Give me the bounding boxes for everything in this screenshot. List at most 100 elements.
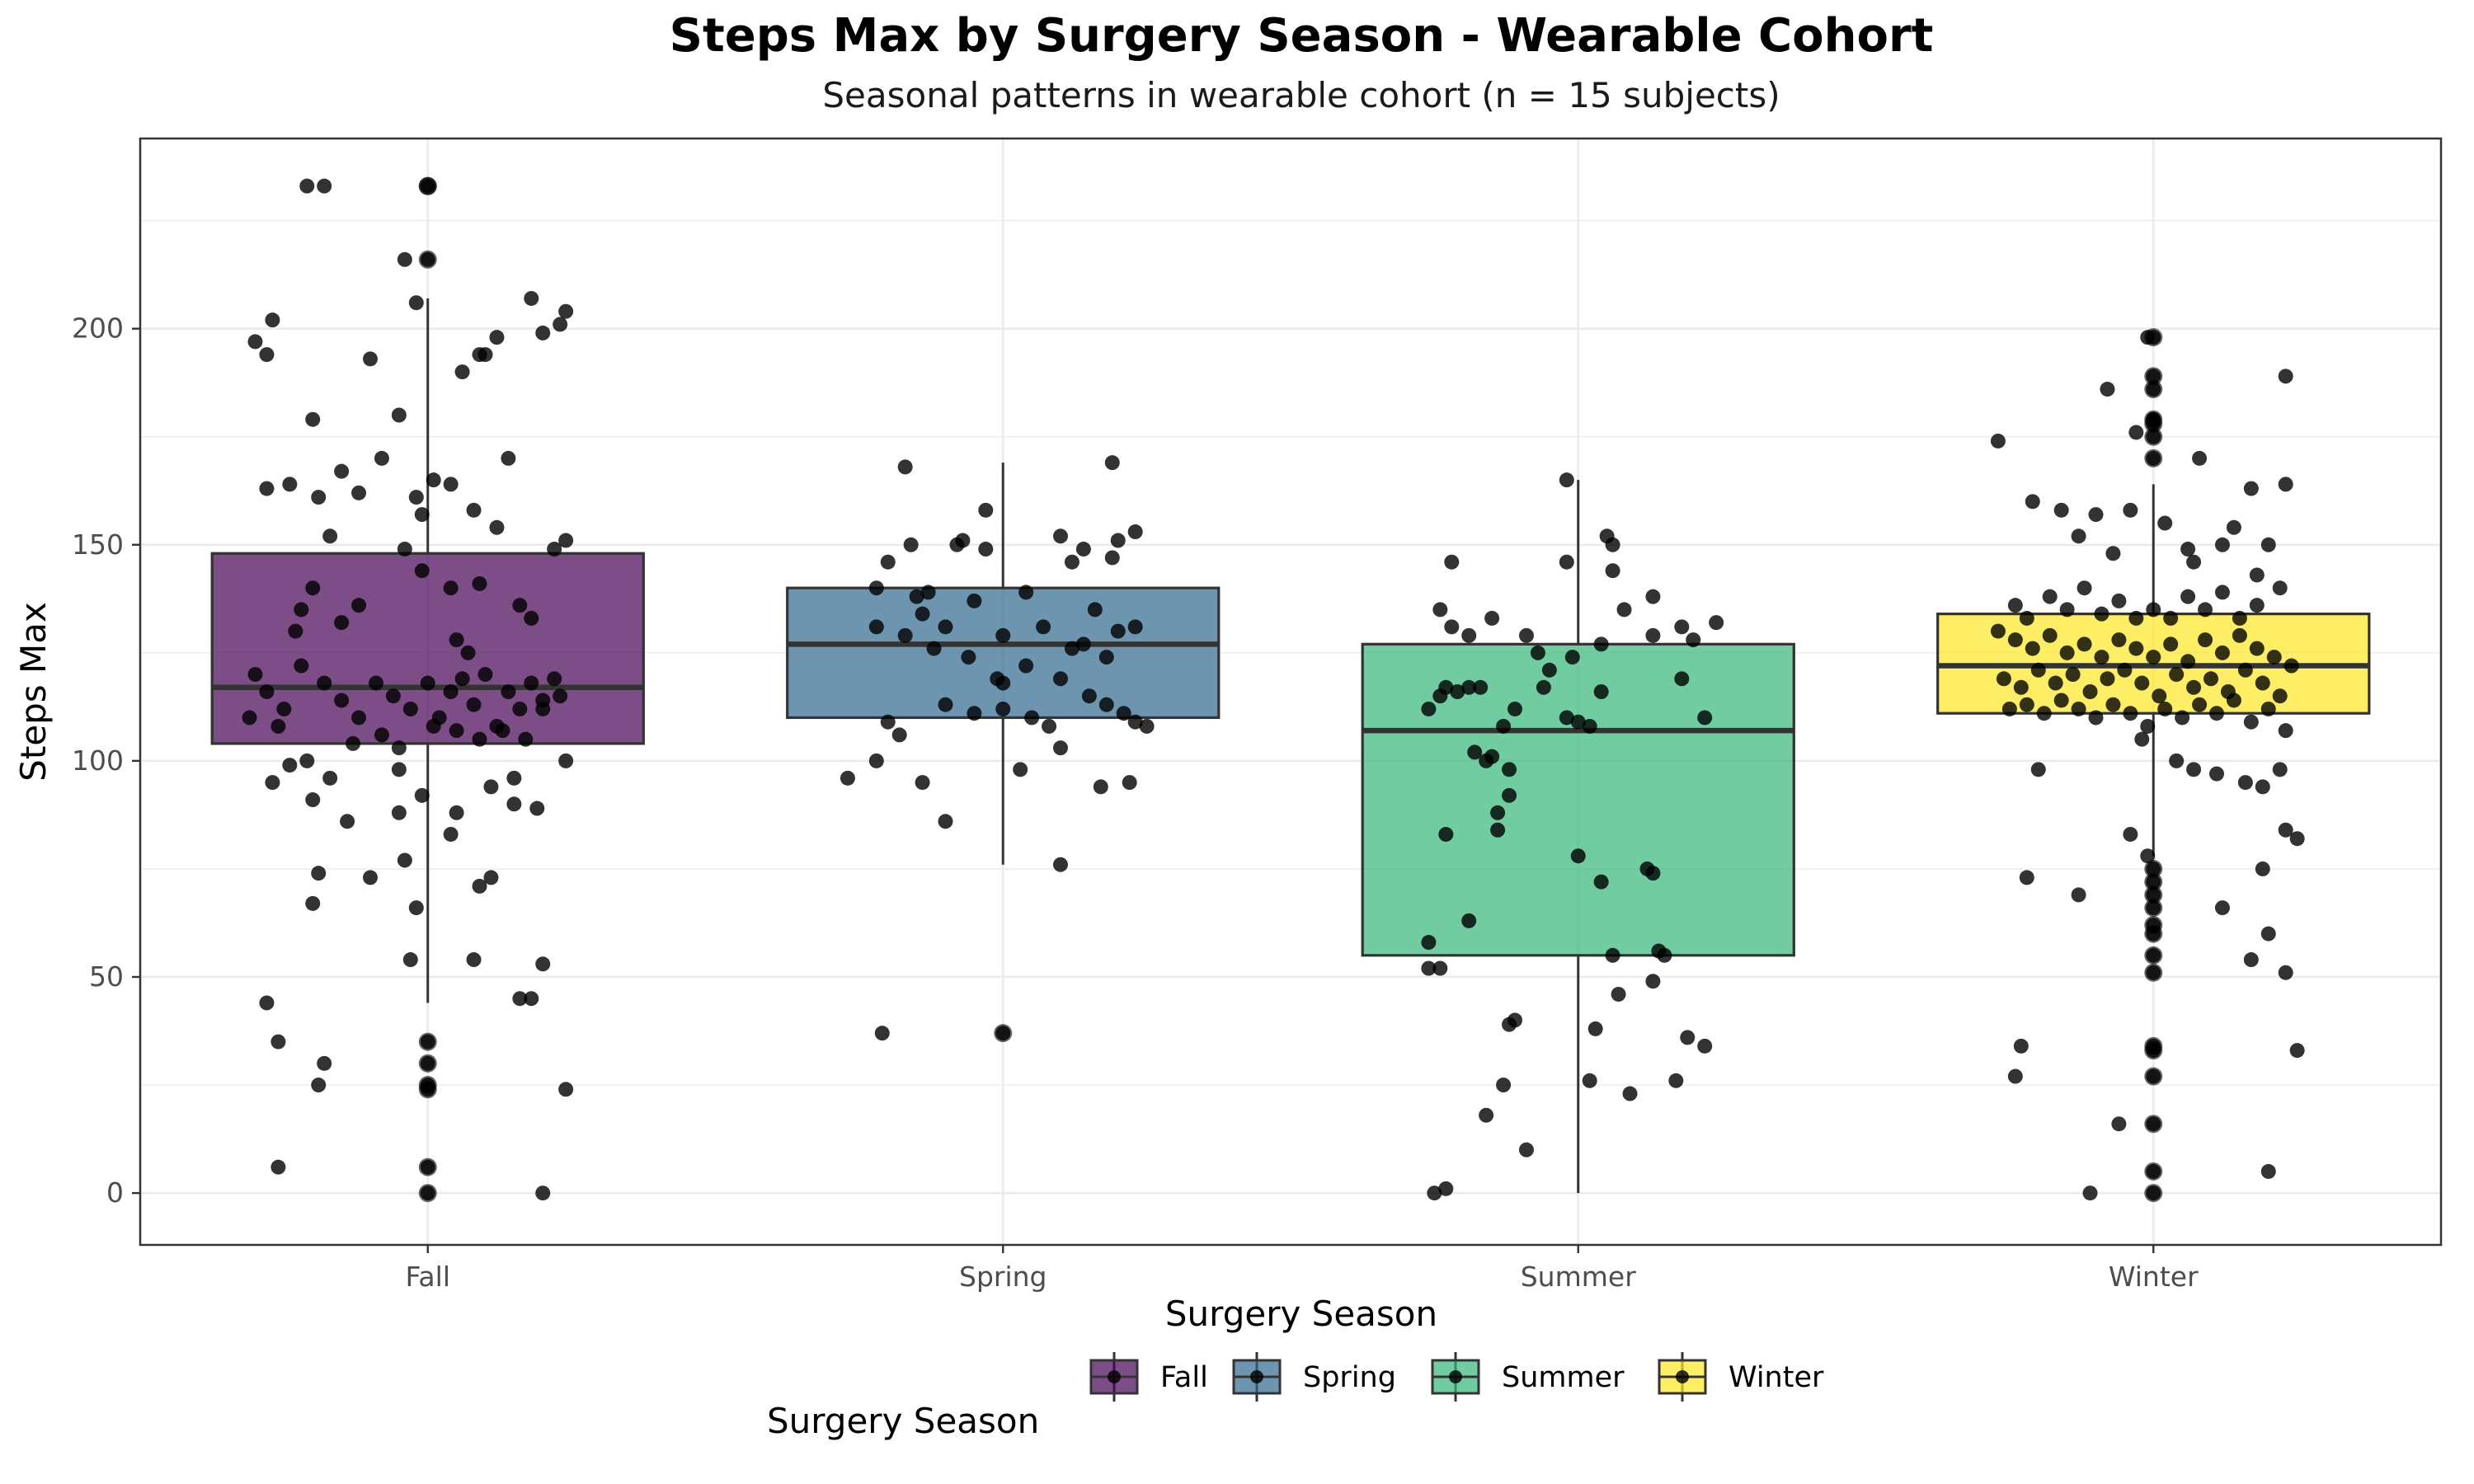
data-point-winter [2117,662,2133,678]
data-point-summer [1570,714,1586,730]
data-point-fall [535,956,551,972]
data-point-winter [2077,580,2092,596]
data-point-spring [1042,718,1057,734]
data-point-winter [2134,675,2150,691]
data-point-winter [2019,870,2034,885]
data-point-winter [2007,632,2023,648]
data-point-winter [2278,369,2293,384]
data-point-fall [311,866,327,881]
data-point-winter [2232,627,2247,643]
data-point-fall [305,792,321,808]
data-point-fall [460,645,476,660]
data-point-spring [1087,602,1103,618]
data-point-fall [501,450,516,466]
data-point-winter [2226,693,2241,708]
data-point-summer [1674,671,1690,687]
data-point-spring [915,775,930,791]
data-point-winter [2249,567,2265,583]
data-point-fall [391,740,407,756]
x-tick-label-summer: Summer [1521,1261,1636,1293]
data-point-fall [553,688,568,704]
data-point-summer [1536,679,1551,695]
data-point-winter [2237,775,2253,791]
data-point-winter [2146,1163,2161,1179]
data-point-summer [1697,710,1713,726]
data-point-fall [391,805,407,820]
data-point-summer [1461,679,1477,695]
data-point-spring [995,1026,1011,1041]
data-point-fall [397,852,412,868]
data-point-summer [1467,744,1483,760]
data-point-winter [2198,632,2213,648]
data-point-winter [2140,718,2156,734]
data-point-fall [477,667,493,683]
y-tick-label: 0 [106,1176,124,1209]
data-point-fall [340,814,355,829]
data-point-summer [1686,632,1701,648]
data-point-winter [2237,662,2253,678]
data-point-spring [1098,697,1114,712]
data-point-spring [1127,619,1143,635]
data-point-spring [938,619,953,635]
data-point-winter [2255,861,2270,876]
legend-key-point-fall [1108,1370,1121,1383]
data-point-fall [449,805,464,820]
y-tick-label: 150 [72,528,124,561]
data-point-summer [1570,848,1586,864]
data-point-winter [2208,766,2224,782]
data-point-summer [1502,1017,1517,1032]
data-point-winter [2128,641,2144,656]
data-point-winter [2186,679,2202,695]
data-point-spring [1024,710,1040,726]
data-point-fall [317,178,332,194]
plot-panel-border [139,137,2443,1247]
data-point-winter [2278,477,2293,492]
data-point-winter [2266,650,2282,665]
data-point-summer [1645,866,1661,881]
data-point-spring [938,814,953,829]
data-point-spring [1104,550,1120,566]
data-point-spring [1104,455,1120,471]
data-point-summer [1541,662,1557,678]
data-point-fall [391,762,407,777]
data-point-winter [2042,627,2058,643]
data-point-winter [2025,494,2040,510]
data-point-winter [2186,554,2202,570]
data-point-fall [351,710,367,726]
data-point-fall [346,735,361,751]
data-point-summer [1559,710,1574,726]
data-point-winter [2214,537,2230,552]
data-point-winter [2094,606,2109,622]
data-point-winter [2140,330,2156,345]
data-point-winter [2146,650,2161,665]
data-point-winter [2214,585,2230,600]
chart-title: Steps Max by Surgery Season - Wearable C… [670,9,1934,63]
data-point-winter [2243,952,2259,968]
data-point-winter [2100,382,2115,397]
data-point-winter [2071,701,2086,716]
data-point-summer [1697,1038,1713,1054]
data-point-winter [2260,701,2276,716]
data-point-winter [2284,658,2299,674]
x-axis: Fall Spring Summer Winter [405,1245,2199,1293]
data-point-winter [2208,706,2224,721]
data-point-summer [1657,947,1672,963]
x-tick-label-winter: Winter [2109,1261,2199,1293]
data-point-summer [1645,974,1661,989]
data-point-summer [1587,1021,1603,1036]
legend-label-summer: Summer [1502,1361,1625,1394]
data-point-winter [2146,450,2161,466]
data-point-winter [2134,731,2150,747]
legend-item-fall: Fall [1089,1352,1208,1402]
data-point-winter [2071,887,2086,903]
data-point-spring [868,753,884,768]
data-point-fall [472,878,487,894]
data-point-winter [2059,602,2075,618]
data-point-winter [2180,654,2196,669]
data-point-winter [2272,688,2288,704]
data-point-spring [897,459,913,475]
data-point-winter [2019,610,2034,626]
data-point-fall [265,312,280,328]
data-point-winter [2146,369,2161,384]
